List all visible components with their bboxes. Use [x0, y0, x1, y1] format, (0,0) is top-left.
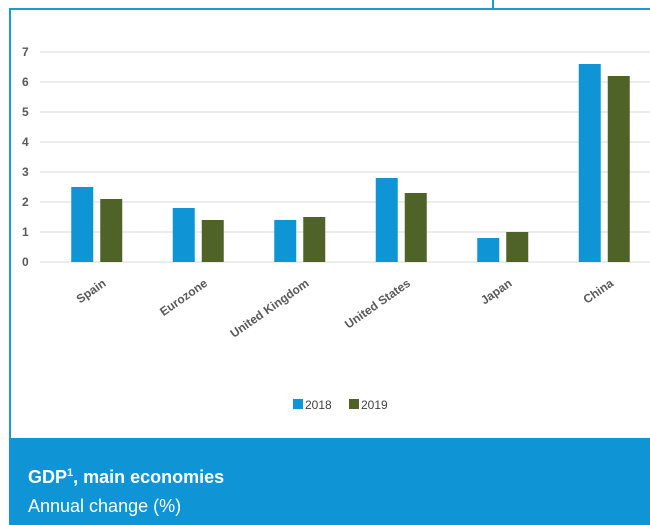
category-label: China: [581, 276, 617, 307]
bar-2019-china: [607, 76, 630, 262]
category-label: Japan: [478, 276, 514, 307]
bar-2018-japan: [477, 238, 500, 262]
chart-subtitle: Annual change (%): [28, 496, 182, 516]
chart-frame: [9, 8, 650, 438]
legend-swatch-2018: [293, 399, 303, 409]
footnote-marker: 1: [67, 467, 74, 479]
legend-label: 2018: [305, 398, 332, 412]
legend-swatch-2019: [349, 399, 359, 409]
category-labels: Spain Eurozone United Kingdom United States…: [74, 276, 617, 341]
y-tick-label: 0: [22, 255, 29, 269]
bars: [71, 64, 630, 262]
y-tick-label: 2: [22, 195, 29, 209]
y-tick-label: 3: [22, 165, 29, 179]
chart-footer: [9, 438, 650, 525]
category-label: United Kingdom: [228, 276, 312, 341]
category-label: Spain: [74, 276, 109, 306]
category-label: Eurozone: [157, 276, 210, 319]
bar-2018-china: [578, 64, 601, 262]
category-label: United States: [342, 276, 413, 332]
chart-title: GDP1, main economies: [28, 467, 225, 487]
bar-2019-japan: [506, 232, 529, 262]
bar-2019-eurozone: [201, 220, 224, 262]
y-axis-ticks: 0 1 2 3 4 5 6 7: [22, 45, 29, 269]
bar-2018-spain: [71, 187, 94, 262]
bar-2018-united-kingdom: [274, 220, 297, 262]
bar-2018-united-states: [375, 178, 398, 262]
bar-2019-spain: [100, 199, 123, 262]
legend-label: 2019: [361, 398, 388, 412]
y-tick-label: 4: [22, 135, 29, 149]
y-tick-label: 1: [22, 225, 29, 239]
y-tick-label: 7: [22, 45, 29, 59]
bar-2019-united-kingdom: [303, 217, 326, 262]
y-tick-label: 5: [22, 105, 29, 119]
frame-notch: [492, 0, 494, 10]
bar-2019-united-states: [404, 193, 427, 262]
bar-chart: 0 1 2 3 4 5 6 7 Spain Eurozone United Kingdom Unit…: [22, 45, 650, 412]
bar-2018-eurozone: [172, 208, 195, 262]
y-tick-label: 6: [22, 75, 29, 89]
legend: 2018 2019: [293, 398, 388, 412]
gridlines: [40, 51, 650, 263]
